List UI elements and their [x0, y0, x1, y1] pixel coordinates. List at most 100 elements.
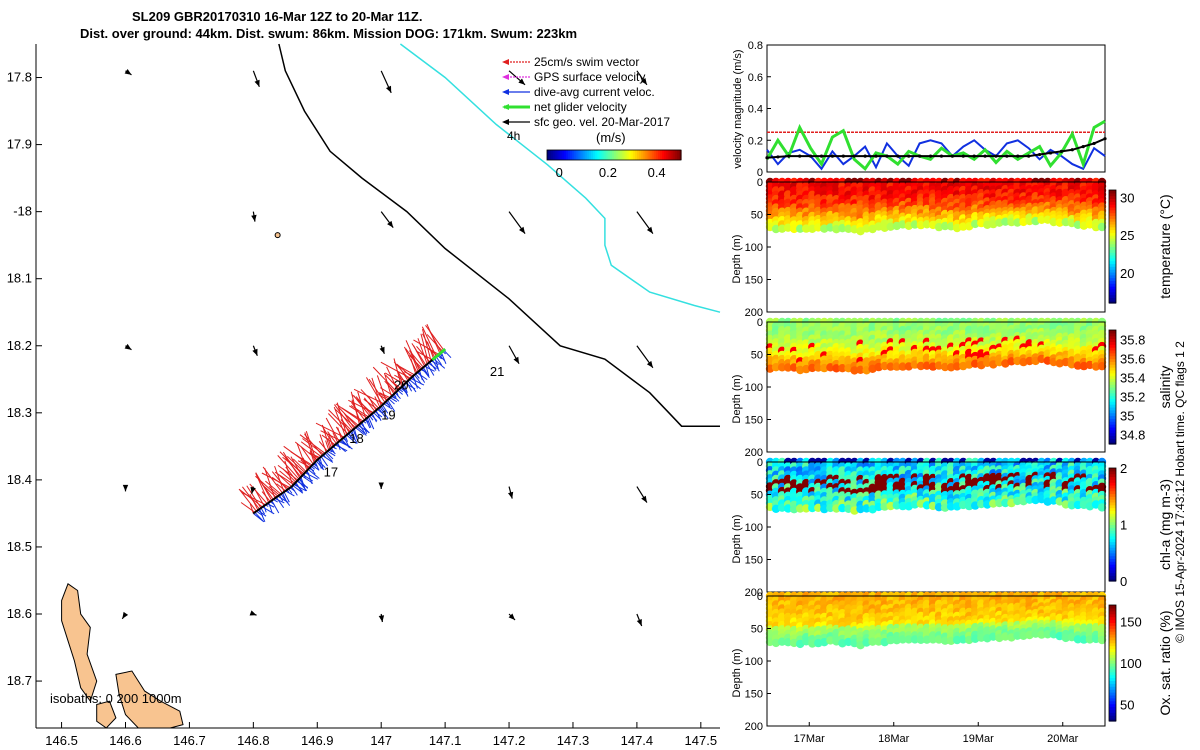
velocity-series-point — [1048, 151, 1053, 155]
section-y-tick-label: 100 — [745, 522, 763, 534]
velocity-series-point — [765, 156, 769, 160]
section-sample — [898, 501, 907, 511]
section-colorbar-tick-label: 100 — [1120, 656, 1142, 671]
velocity-series-point — [1081, 145, 1085, 149]
swim-vector — [420, 333, 429, 364]
current-vector — [309, 466, 316, 475]
colorbar-cell — [647, 150, 651, 160]
geo-vector-head — [641, 495, 647, 503]
velocity-series-line — [766, 137, 1106, 159]
geo-vector-head — [508, 613, 515, 620]
velocity-series-point — [994, 154, 998, 158]
velocity-series-point — [961, 154, 965, 158]
section-colorbar-cell — [1109, 521, 1116, 526]
section-colorbar-cell — [1109, 361, 1116, 365]
swim-vector — [416, 346, 431, 363]
section-y-tick-label: 100 — [745, 382, 763, 394]
current-vector — [416, 372, 428, 381]
section-colorbar-cell — [1109, 636, 1116, 641]
current-vector — [282, 492, 288, 503]
section-colorbar-cell — [1109, 706, 1116, 710]
section-sample — [928, 635, 938, 644]
geo-vector-head — [387, 220, 394, 228]
section-colorbar-cell — [1109, 482, 1116, 486]
section-colorbar-cell — [1109, 226, 1116, 231]
section-sample — [886, 635, 895, 645]
section-colorbar-cell — [1109, 381, 1116, 385]
colorbar-cell — [668, 150, 672, 160]
isobaths-label: isobaths: 0 200 1000m — [50, 691, 182, 706]
section-colorbar-cell — [1109, 561, 1116, 565]
section-sample — [1079, 635, 1089, 644]
geo-vector-head — [122, 611, 129, 619]
section-colorbar-cell — [1109, 206, 1116, 211]
section-colorbar-cell — [1109, 718, 1116, 722]
current-vector — [306, 470, 313, 485]
section-colorbar-tick-label: 35.8 — [1120, 333, 1145, 348]
swim-vector — [405, 340, 421, 371]
current-vector — [359, 424, 367, 436]
section-sample — [796, 504, 805, 513]
current-vector — [375, 410, 382, 421]
day-label: 18 — [349, 431, 363, 446]
section-sample — [1037, 215, 1046, 224]
swim-vector — [264, 467, 276, 499]
velocity-series-point — [1016, 154, 1020, 158]
current-vector — [324, 452, 333, 462]
section-y-tick-label: 50 — [751, 490, 763, 502]
section-sample — [838, 224, 847, 233]
swim-vector — [410, 352, 419, 372]
legend-time-label: 4h — [507, 129, 520, 143]
section-colorbar-label: chl-a (mg m-3) — [1157, 479, 1173, 570]
colorbar-cell — [618, 150, 621, 160]
island-2 — [96, 700, 117, 729]
current-vector — [260, 507, 265, 515]
figure-title-line1: SL209 GBR20170310 16-Mar 12Z to 20-Mar 1… — [132, 9, 423, 24]
section-sample — [886, 222, 895, 231]
date-x-tick-label: 17Mar — [794, 733, 826, 745]
section-colorbar-cell — [1109, 352, 1116, 357]
current-vector — [275, 497, 285, 509]
swim-vector — [378, 392, 390, 400]
current-vector — [259, 508, 266, 523]
section-sample — [952, 362, 962, 371]
colorbar-cell — [639, 150, 642, 160]
swim-vector — [320, 430, 341, 441]
swim-vector — [261, 491, 271, 502]
current-vector — [426, 363, 435, 376]
section-colorbar-tick-label: 30 — [1120, 191, 1134, 206]
section-colorbar-cell — [1109, 243, 1116, 248]
swim-vector — [396, 364, 415, 376]
section-sample — [789, 224, 799, 234]
section-colorbar-cell — [1109, 470, 1116, 475]
section-colorbar-cell — [1109, 398, 1116, 402]
section-sample — [1001, 498, 1010, 508]
section-colorbar-cell — [1109, 689, 1116, 693]
colorbar-cell — [664, 150, 667, 160]
swim-vector — [411, 343, 427, 366]
section-colorbar-cell — [1109, 209, 1116, 214]
swim-vector — [261, 472, 291, 489]
section-colorbar-cell — [1109, 518, 1116, 523]
velocity-series-point — [798, 154, 802, 158]
geo-velocity-arrows — [121, 69, 654, 627]
current-vector — [293, 483, 307, 492]
section-colorbar-cell — [1109, 204, 1116, 208]
section-colorbar-cell — [1109, 221, 1116, 225]
section-colorbar-cell — [1109, 648, 1116, 652]
oxygen-section-panel: 0 50 100 150 200 Depth (m) 50 100 150 Ox. sat. ra… — [731, 591, 1173, 745]
section-colorbar-cell — [1109, 406, 1116, 411]
colorbar-cell — [678, 150, 682, 160]
section-y-tick-label: 50 — [751, 624, 763, 636]
section-sample — [1097, 635, 1107, 645]
velocity-series-point — [852, 154, 856, 158]
velocity-series-point — [939, 154, 944, 158]
current-vector — [263, 505, 267, 513]
swim-vector — [351, 399, 362, 424]
section-colorbar-cell — [1109, 192, 1116, 197]
section-sample — [886, 362, 895, 371]
current-vector — [351, 430, 356, 440]
section-colorbar-tick-label: 34.8 — [1120, 428, 1145, 443]
swim-vector — [290, 456, 303, 477]
velocity-series-point — [896, 154, 900, 158]
